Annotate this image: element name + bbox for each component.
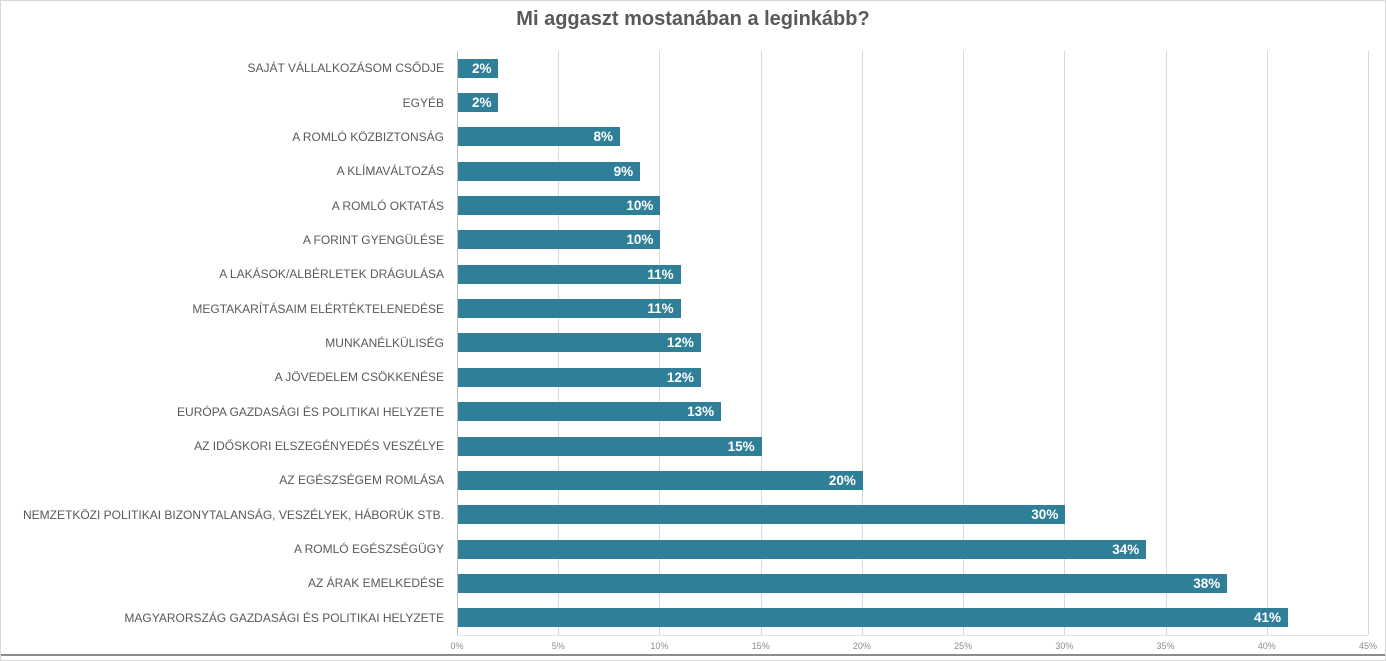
bar: 15% (458, 436, 762, 456)
bar-value-label: 9% (613, 163, 634, 179)
category-label: SAJÁT VÁLLALKOZÁSOM CSŐDJE (247, 61, 444, 76)
bar-value-label: 8% (593, 129, 613, 145)
bar-row: 15% (458, 429, 1369, 463)
x-tick-label: 10% (650, 641, 669, 651)
bar-value-label: 2% (471, 60, 492, 76)
bar-value-label: 12% (666, 335, 694, 351)
bar-row: 9% (458, 154, 1369, 188)
bar-row: 2% (458, 51, 1369, 85)
value-axis-line (457, 51, 458, 635)
bar-row: 41% (458, 601, 1369, 635)
x-tick-label: 15% (751, 641, 770, 651)
category-label: A FORINT GYENGÜLÉSE (302, 232, 444, 247)
bar-row: 34% (458, 532, 1369, 566)
bar-value-label: 11% (647, 301, 674, 317)
bar: 2% (458, 58, 499, 78)
bar: 8% (458, 127, 620, 147)
bar-row: 12% (458, 326, 1369, 360)
category-label: A ROMLÓ OKTATÁS (331, 198, 444, 213)
bar-row: 10% (458, 188, 1369, 222)
category-label: A JÖVEDELEM CSÖKKENÉSE (274, 370, 444, 385)
category-label: AZ ÁRAK EMELKEDÉSE (307, 576, 444, 591)
category-label: MUNKANÉLKÜLISÉG (325, 335, 444, 350)
bar: 34% (458, 539, 1147, 559)
bar-row: 12% (458, 360, 1369, 394)
bar-row: 20% (458, 463, 1369, 497)
bar: 9% (458, 161, 641, 181)
category-label: A ROMLÓ EGÉSZSÉGÜGY (293, 542, 444, 557)
category-label: MEGTAKARÍTÁSAIM ELÉRTÉKTELENEDÉSE (192, 301, 444, 316)
bar-row: 38% (458, 566, 1369, 600)
x-tick-label: 40% (1257, 641, 1276, 651)
bar: 11% (458, 264, 681, 284)
bar-value-label: 10% (626, 232, 654, 248)
category-label: EURÓPA GAZDASÁGI ÉS POLITIKAI HELYZETE (177, 404, 444, 419)
category-label: AZ IDŐSKORI ELSZEGÉNYEDÉS VESZÉLYE (194, 439, 444, 454)
bottom-edge-line (1, 654, 1385, 656)
bar-value-label: 34% (1112, 541, 1140, 557)
bar-row: 11% (458, 291, 1369, 325)
category-label: MAGYARORSZÁG GAZDASÁGI ÉS POLITIKAI HELY… (124, 610, 444, 625)
bar-row: 11% (458, 257, 1369, 291)
bar-value-label: 2% (471, 95, 492, 111)
bar: 41% (458, 608, 1289, 628)
bar-value-label: 30% (1031, 507, 1059, 523)
gridline (760, 51, 762, 635)
category-label: AZ EGÉSZSÉGEM ROMLÁSA (279, 473, 444, 488)
chart-title: Mi aggaszt mostanában a leginkább? (516, 8, 870, 30)
bar: 13% (458, 402, 722, 422)
bar-value-label: 11% (647, 266, 674, 282)
bar-value-label: 38% (1193, 575, 1221, 591)
bar-row: 2% (458, 85, 1369, 119)
x-tick-label: 25% (954, 641, 973, 651)
x-tick-label: 0% (450, 641, 464, 651)
bar-value-label: 12% (666, 369, 694, 385)
gridline (1064, 51, 1066, 635)
bar-row: 13% (458, 395, 1369, 429)
category-label: A ROMLÓ KÖZBIZTONSÁG (292, 129, 444, 144)
bar-row: 10% (458, 223, 1369, 257)
category-label: NEMZETKÖZI POLITIKAI BIZONYTALANSÁG, VES… (23, 507, 444, 522)
category-axis: SAJÁT VÁLLALKOZÁSOM CSŐDJE EGYÉB A ROMLÓ K… (1, 51, 451, 635)
x-tick-label: 5% (551, 641, 565, 651)
gridline (1266, 51, 1268, 635)
bar: 11% (458, 299, 681, 319)
category-label: A KLÍMAVÁLTOZÁS (336, 164, 444, 179)
bar-row: 8% (458, 120, 1369, 154)
bar-row: 30% (458, 498, 1369, 532)
bar-value-label: 15% (727, 438, 755, 454)
bar: 38% (458, 573, 1228, 593)
x-axis: 0% 5% 10% 15% 20% 25% 30% 35% 40% 45% (450, 637, 1377, 655)
bars-layer: 2% 2% 8% 9% 10% 10% 11% 11% 12% 12% 13% 15% 20% 30% 34… (457, 51, 1368, 635)
bar: 10% (458, 230, 661, 250)
gridline (861, 51, 863, 635)
category-label: A LAKÁSOK/ALBÉRLETEK DRÁGULÁSA (219, 267, 444, 282)
x-tick-label: 20% (852, 641, 871, 651)
x-tick-label: 30% (1055, 641, 1074, 651)
bar: 30% (458, 505, 1066, 525)
x-tick-label: 35% (1156, 641, 1175, 651)
category-label: EGYÉB (402, 95, 444, 110)
bar: 10% (458, 196, 661, 216)
gridline (963, 51, 965, 635)
bar-value-label: 10% (626, 198, 654, 214)
bar: 20% (458, 470, 863, 490)
bar: 12% (458, 367, 701, 387)
x-tick-label: 45% (1358, 641, 1378, 651)
gridline (1368, 51, 1369, 635)
bar: 2% (458, 93, 499, 113)
bar-value-label: 41% (1253, 610, 1282, 626)
bar-value-label: 20% (828, 472, 856, 488)
plot-area: 2% 2% 8% 9% 10% 10% 11% 11% 12% 12% 13% 15% 20% 30% 34… (457, 51, 1369, 636)
bar-value-label: 13% (687, 404, 715, 420)
bar: 12% (458, 333, 701, 353)
gridline (1165, 51, 1167, 635)
